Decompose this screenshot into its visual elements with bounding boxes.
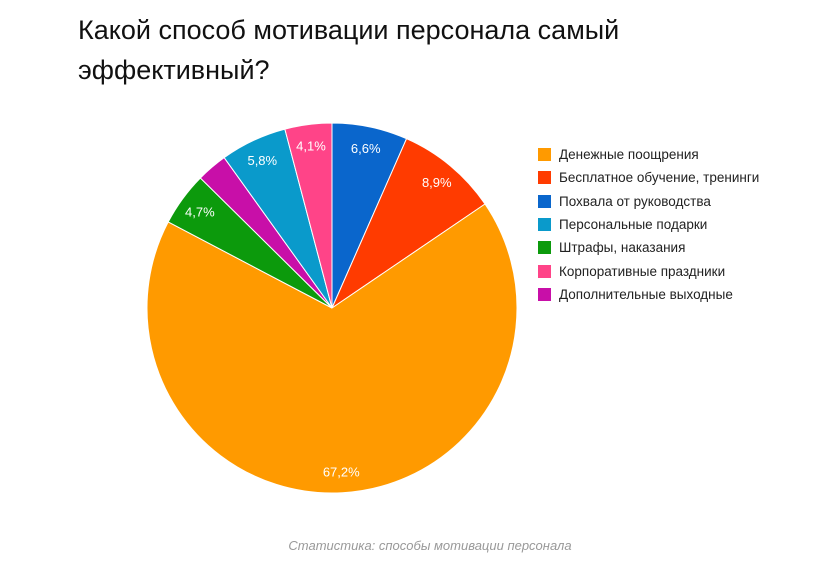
legend-swatch [538,171,551,185]
legend-swatch [538,218,551,232]
legend-swatch [538,287,551,301]
slice-data-label: 67,2% [323,464,360,479]
legend-item: Дополнительные выходные [538,283,759,306]
legend-swatch [538,264,551,278]
legend-swatch [538,241,551,255]
legend-item: Похвала от руководства [538,190,759,213]
slice-data-label: 4,7% [185,204,215,219]
slice-data-label: 4,1% [296,139,326,154]
legend-label: Корпоративные праздники [559,263,726,279]
legend-label: Похвала от руководства [559,193,711,209]
legend-label: Дополнительные выходные [559,286,733,302]
pie-slice [146,203,518,494]
legend-label: Персональные подарки [559,217,708,233]
slice-data-label: 6,6% [351,141,381,156]
legend-label: Денежные поощрения [559,147,699,163]
legend-label: Штрафы, наказания [559,240,686,256]
pie-slice [330,138,486,310]
slice-data-label: 8,9% [422,175,452,190]
legend-item: Бесплатное обучение, тренинги [538,166,759,189]
chart-caption: Статистика: способы мотивации персонала [288,538,572,553]
legend-item: Штрафы, наказания [538,236,759,259]
legend-item: Персональные подарки [538,213,759,236]
legend: Денежные поощрения Бесплатное обучение, т… [538,143,759,306]
slice-data-label: 5,8% [247,153,277,168]
legend-swatch [538,194,551,208]
legend-label: Бесплатное обучение, тренинги [559,170,760,186]
chart-title: Какой способ мотивации персонала самый э… [78,15,620,85]
legend-item: Корпоративные праздники [538,259,759,282]
legend-swatch [538,148,551,162]
legend-item: Денежные поощрения [538,143,759,166]
pie-slice [284,122,333,309]
